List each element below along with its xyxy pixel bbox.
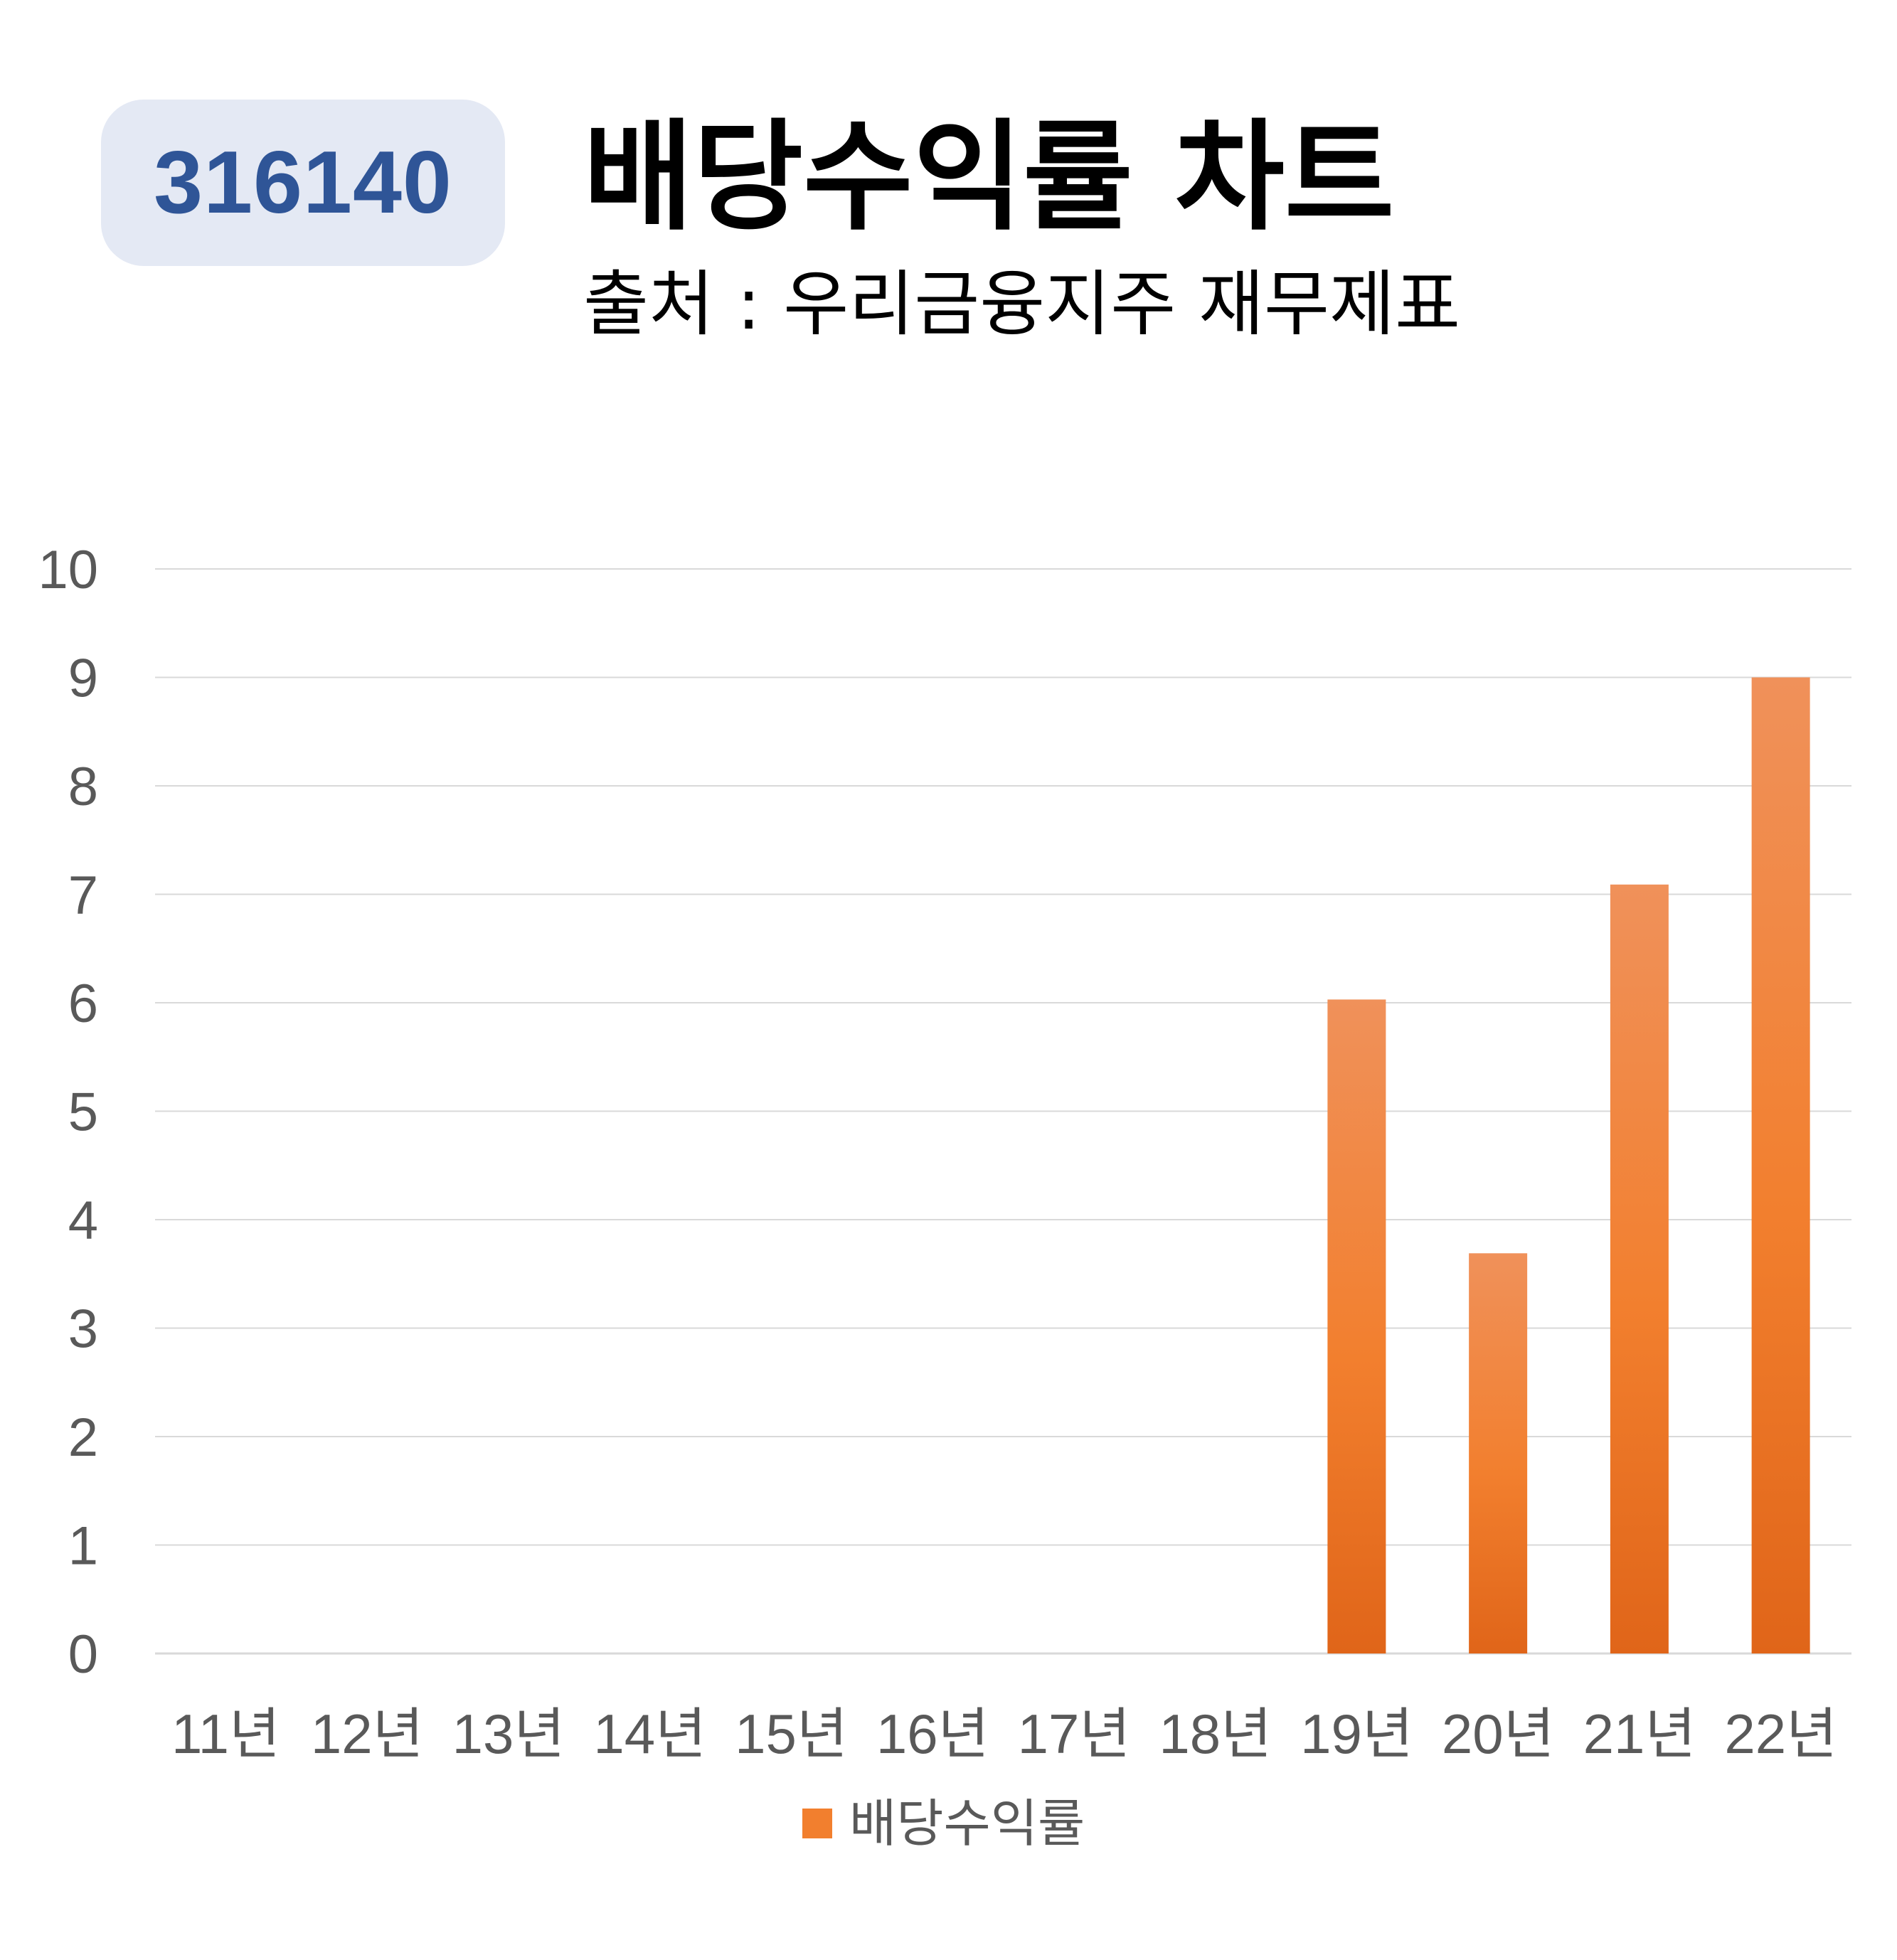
x-tick-label: 16년 [876, 1703, 989, 1765]
y-tick-label: 0 [68, 1624, 98, 1685]
y-tick-label: 6 [68, 974, 98, 1034]
x-tick-label: 13년 [452, 1703, 565, 1765]
chart-title: 배당수익률 차트 [583, 107, 1395, 247]
bar [1327, 999, 1386, 1653]
y-tick-label: 5 [68, 1082, 98, 1143]
x-tick-label: 20년 [1442, 1703, 1555, 1765]
y-tick-label: 7 [68, 866, 98, 926]
x-tick-label: 19년 [1300, 1703, 1413, 1765]
x-tick-label: 12년 [311, 1703, 424, 1765]
chart-subtitle: 출처 : 우리금융지주 재무제표 [583, 262, 1461, 346]
x-axis: 11년 12년 13년 14년 15년 16년 17년 18년 19년 20년 21년 22년 [171, 1703, 1837, 1765]
y-tick-label: 4 [68, 1191, 98, 1251]
legend-label: 배당수익률 [849, 1794, 1085, 1853]
stock-code-badge: 316140 [101, 100, 505, 266]
y-tick-label: 10 [38, 540, 98, 600]
gridlines [155, 568, 1851, 1655]
bar [1469, 1253, 1528, 1653]
y-tick-label: 1 [68, 1516, 98, 1577]
x-tick-label: 18년 [1159, 1703, 1272, 1765]
x-tick-label: 15년 [735, 1703, 848, 1765]
legend-swatch [802, 1809, 832, 1838]
y-tick-label: 9 [68, 649, 98, 709]
y-axis: 0 1 2 3 4 5 6 7 8 9 10 [38, 540, 98, 1685]
y-tick-label: 2 [68, 1407, 98, 1468]
bar [1610, 884, 1669, 1653]
bars [1327, 677, 1810, 1653]
x-tick-label: 14년 [593, 1703, 706, 1765]
x-tick-label: 11년 [171, 1703, 280, 1765]
stock-code: 316140 [154, 134, 452, 232]
y-tick-label: 3 [68, 1299, 98, 1360]
x-tick-label: 17년 [1018, 1703, 1131, 1765]
x-tick-label: 22년 [1724, 1703, 1837, 1765]
x-tick-label: 21년 [1583, 1703, 1696, 1765]
legend: 배당수익률 [802, 1798, 1085, 1849]
y-tick-label: 8 [68, 757, 98, 817]
bar [1751, 677, 1810, 1653]
